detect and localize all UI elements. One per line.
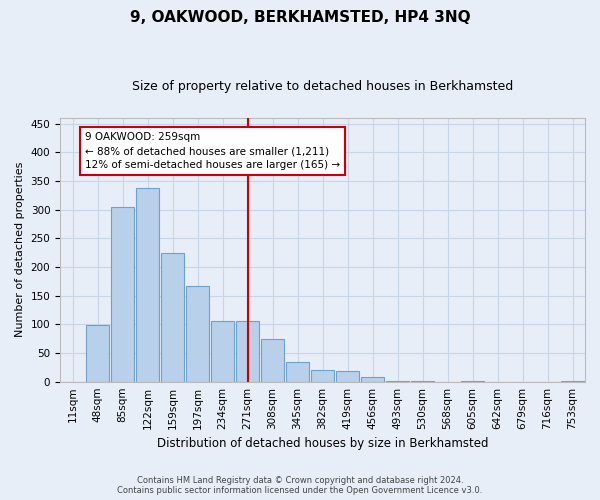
Bar [361, 377, 385, 382]
Bar [386, 380, 409, 382]
Text: 9, OAKWOOD, BERKHAMSTED, HP4 3NQ: 9, OAKWOOD, BERKHAMSTED, HP4 3NQ [130, 10, 470, 25]
Bar [461, 381, 484, 382]
Text: 9 OAKWOOD: 259sqm
← 88% of detached houses are smaller (1,211)
12% of semi-detac: 9 OAKWOOD: 259sqm ← 88% of detached hous… [85, 132, 340, 170]
Bar [211, 321, 235, 382]
Bar [185, 286, 209, 382]
Bar [560, 381, 584, 382]
Title: Size of property relative to detached houses in Berkhamsted: Size of property relative to detached ho… [132, 80, 513, 93]
Bar [136, 188, 160, 382]
Bar [110, 208, 134, 382]
Bar [260, 338, 284, 382]
Bar [311, 370, 334, 382]
Text: Contains HM Land Registry data © Crown copyright and database right 2024.
Contai: Contains HM Land Registry data © Crown c… [118, 476, 482, 495]
X-axis label: Distribution of detached houses by size in Berkhamsted: Distribution of detached houses by size … [157, 437, 488, 450]
Bar [161, 252, 184, 382]
Bar [86, 325, 109, 382]
Bar [335, 372, 359, 382]
Bar [236, 321, 259, 382]
Y-axis label: Number of detached properties: Number of detached properties [15, 162, 25, 338]
Bar [286, 362, 310, 382]
Bar [410, 381, 434, 382]
